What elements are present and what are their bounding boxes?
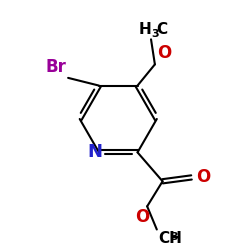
Text: CH: CH bbox=[158, 232, 182, 246]
Text: Br: Br bbox=[45, 58, 66, 76]
Text: O: O bbox=[157, 44, 171, 62]
Text: C: C bbox=[156, 22, 167, 38]
Text: H: H bbox=[138, 22, 151, 38]
Text: 3: 3 bbox=[170, 232, 178, 242]
Text: O: O bbox=[135, 208, 150, 226]
Text: 3: 3 bbox=[151, 29, 159, 39]
Text: N: N bbox=[88, 143, 102, 161]
Text: O: O bbox=[196, 168, 210, 186]
